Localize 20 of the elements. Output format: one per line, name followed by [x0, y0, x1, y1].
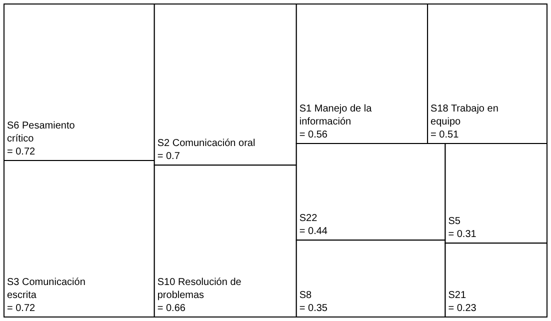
data-label: = 0.56 — [299, 130, 328, 141]
data-label: = 0.72 — [7, 303, 36, 314]
data-label: = 0.35 — [299, 303, 328, 314]
category-label: S3 Comunicación escrita — [7, 277, 86, 301]
category-label: S18 Trabajo en equipo — [430, 104, 498, 128]
category-label: S6 Pesamiento crítico — [7, 120, 76, 144]
data-label: = 0.31 — [448, 229, 477, 240]
category-label: S8 — [299, 290, 312, 301]
category-label: S2 Comunicación oral — [157, 138, 256, 150]
data-label: = 0.7 — [157, 151, 180, 162]
data-label: = 0.51 — [430, 130, 460, 141]
data-label: = 0.44 — [299, 226, 328, 238]
category-label: S22 — [299, 213, 318, 224]
category-label: S5 — [448, 216, 461, 228]
data-label: = 0.23 — [448, 303, 477, 314]
category-label: S21 — [448, 290, 466, 301]
category-label: S10 Resolución de problemas — [157, 277, 242, 301]
data-label: = 0.72 — [7, 146, 36, 158]
data-label: = 0.66 — [157, 303, 186, 314]
category-label: S1 Manejo de la información — [299, 104, 372, 128]
